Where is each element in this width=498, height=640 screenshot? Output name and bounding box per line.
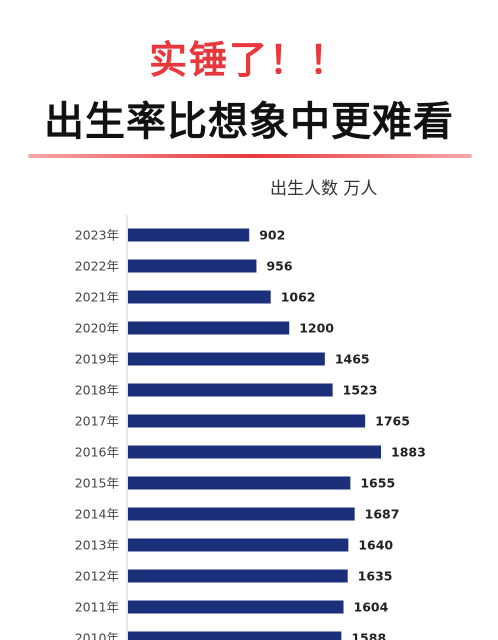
bar	[128, 259, 257, 273]
bar	[128, 321, 290, 335]
data-label: 1687	[365, 507, 400, 522]
header-divider	[28, 154, 472, 158]
y-tick-label: 2022年	[75, 259, 119, 274]
headline-primary: 实锤了！！	[148, 38, 349, 82]
chart-title: 出生人数 万人	[270, 179, 378, 199]
headline-secondary: 出生率比想象中更难看	[44, 99, 454, 145]
data-label: 1655	[360, 476, 395, 491]
y-tick-label: 2018年	[75, 383, 119, 398]
y-tick-label: 2011年	[75, 600, 119, 615]
data-label: 956	[266, 259, 292, 274]
bar	[128, 290, 271, 304]
y-tick-label: 2019年	[75, 352, 119, 367]
data-label: 1588	[351, 631, 386, 640]
bar	[128, 228, 250, 242]
y-tick-label: 2013年	[75, 538, 119, 553]
data-label: 1765	[375, 414, 410, 429]
bar	[128, 631, 342, 640]
y-tick-label: 2014年	[75, 507, 119, 522]
data-label: 1523	[343, 383, 378, 398]
data-label: 902	[259, 228, 285, 243]
y-tick-label: 2012年	[75, 569, 119, 584]
data-label: 1883	[391, 445, 426, 460]
bar	[128, 414, 366, 428]
bar	[128, 383, 333, 397]
bar	[128, 569, 348, 583]
bar	[128, 600, 344, 614]
data-label: 1062	[281, 290, 316, 305]
data-label: 1604	[354, 600, 389, 615]
chart-marks: 2023年 902 2022年 956 2021年 1062 2020年 1200 2019年 1…	[75, 228, 426, 640]
y-tick-label: 2016年	[75, 445, 119, 460]
bar	[128, 538, 349, 552]
y-tick-label: 2021年	[75, 290, 119, 305]
bar	[128, 352, 325, 366]
data-label: 1640	[358, 538, 393, 553]
data-label: 1465	[335, 352, 370, 367]
y-tick-label: 2015年	[75, 476, 119, 491]
y-tick-label: 2010年	[75, 631, 119, 640]
y-tick-label: 2017年	[75, 414, 119, 429]
bar	[128, 507, 355, 521]
bar-chart: 2023年 902 2022年 956 2021年 1062 2020年 1200 2019年 1…	[75, 215, 426, 640]
data-label: 1200	[299, 321, 334, 336]
bar	[128, 445, 381, 459]
bar	[128, 476, 351, 490]
data-label: 1635	[358, 569, 393, 584]
y-tick-label: 2023年	[75, 228, 119, 243]
y-tick-label: 2020年	[75, 321, 119, 336]
